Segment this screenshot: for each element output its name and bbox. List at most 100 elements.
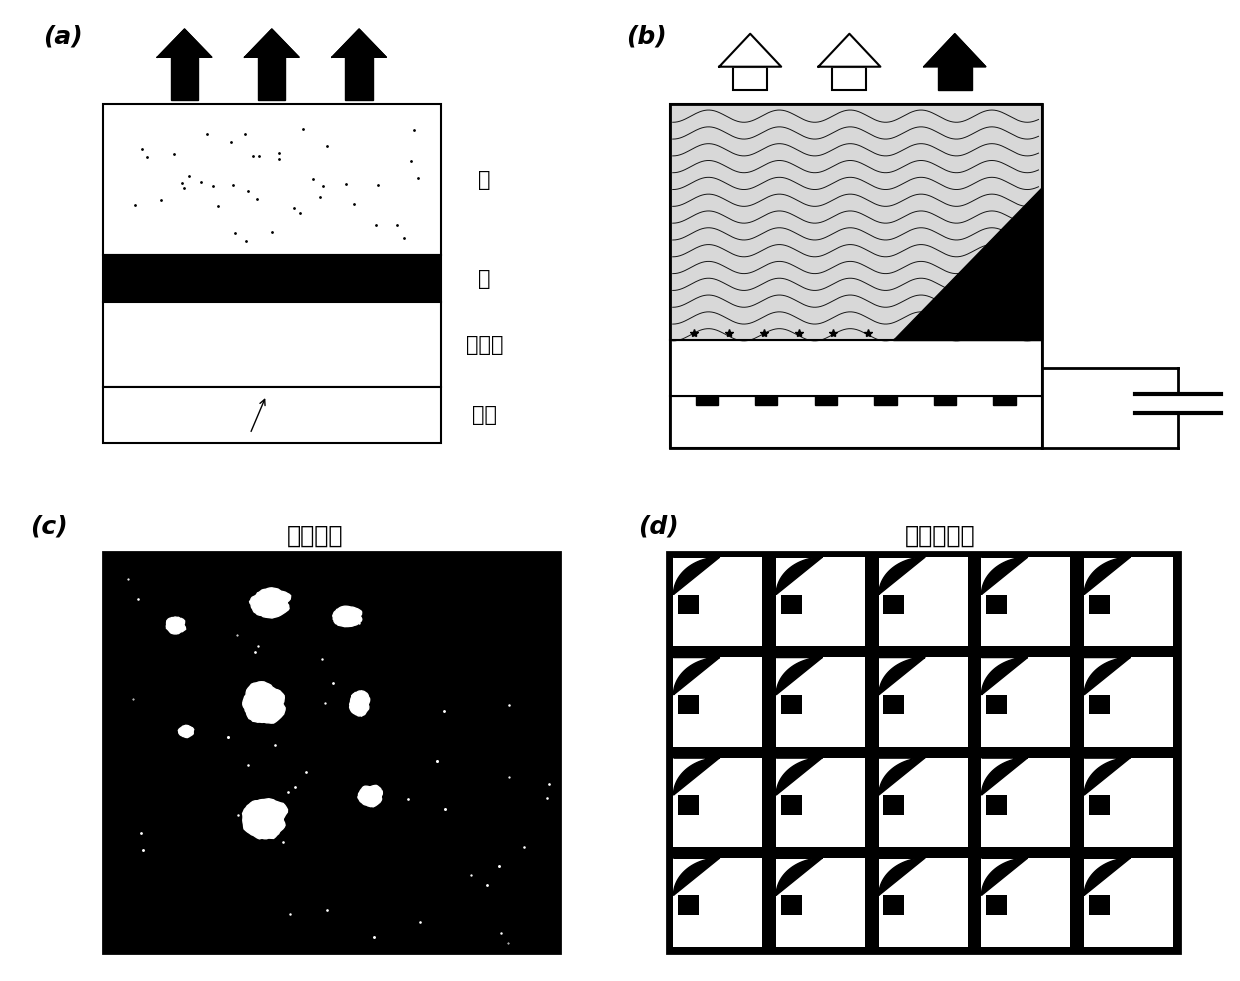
Polygon shape (673, 757, 719, 796)
Bar (776, 657, 866, 747)
Polygon shape (776, 757, 822, 796)
Bar (982, 557, 1070, 646)
Text: (d): (d) (639, 515, 678, 539)
Polygon shape (879, 858, 925, 896)
Polygon shape (1084, 757, 1131, 796)
Bar (879, 757, 967, 847)
Polygon shape (243, 682, 285, 723)
Bar (781, 695, 801, 714)
Bar (346, 57, 373, 100)
Polygon shape (818, 33, 880, 67)
Text: (b): (b) (626, 25, 667, 48)
Bar (883, 695, 904, 714)
Text: 绦缘体: 绦缘体 (466, 335, 503, 354)
Bar (1089, 594, 1110, 614)
Bar (781, 594, 801, 614)
Bar (874, 393, 897, 405)
Bar (986, 896, 1007, 915)
Bar (879, 557, 967, 646)
Bar (937, 67, 972, 90)
Bar (1084, 858, 1173, 948)
Text: (c): (c) (30, 515, 68, 539)
Bar (982, 757, 1070, 847)
Bar (986, 594, 1007, 614)
Bar (832, 67, 867, 90)
Bar (673, 858, 763, 948)
Bar (1089, 695, 1110, 714)
Polygon shape (893, 186, 1042, 339)
Polygon shape (776, 657, 822, 695)
Bar (934, 393, 956, 405)
Bar (670, 104, 1042, 339)
Polygon shape (179, 725, 193, 738)
Bar (883, 594, 904, 614)
Bar (678, 796, 699, 815)
Polygon shape (1084, 557, 1131, 594)
Polygon shape (879, 657, 925, 695)
Text: 水: 水 (479, 170, 491, 189)
Bar (667, 551, 1180, 953)
Polygon shape (332, 606, 362, 627)
Bar (1084, 657, 1173, 747)
Bar (879, 858, 967, 948)
Bar (1084, 757, 1173, 847)
Bar (1084, 557, 1173, 646)
Bar (673, 557, 763, 646)
Bar (678, 896, 699, 915)
Bar (673, 657, 763, 747)
Bar (1089, 896, 1110, 915)
Text: 油层被挤压: 油层被挤压 (905, 524, 976, 548)
Bar (678, 594, 699, 614)
Text: (a): (a) (42, 25, 82, 48)
Polygon shape (673, 657, 719, 695)
Text: 油: 油 (479, 269, 491, 288)
Bar (781, 796, 801, 815)
Bar (103, 551, 560, 953)
Bar (986, 796, 1007, 815)
Polygon shape (982, 557, 1028, 594)
Bar (103, 104, 441, 255)
Text: 电极: 电极 (472, 405, 497, 425)
Bar (815, 393, 837, 405)
Polygon shape (982, 757, 1028, 796)
Polygon shape (166, 617, 186, 634)
Bar (883, 796, 904, 815)
Bar (696, 393, 718, 405)
Bar (883, 896, 904, 915)
Bar (879, 657, 967, 747)
Bar (103, 387, 441, 443)
Text: 油层均匀: 油层均匀 (286, 524, 343, 548)
Polygon shape (350, 691, 370, 716)
Polygon shape (982, 858, 1028, 896)
Polygon shape (358, 786, 382, 806)
Bar (673, 757, 763, 847)
Polygon shape (673, 557, 719, 594)
Polygon shape (249, 588, 290, 618)
Bar (103, 255, 441, 302)
Bar (986, 695, 1007, 714)
Polygon shape (776, 858, 822, 896)
Bar (1089, 796, 1110, 815)
Polygon shape (879, 557, 925, 594)
Bar (670, 396, 1042, 448)
Polygon shape (243, 799, 288, 839)
Bar (776, 757, 866, 847)
Bar (171, 57, 198, 100)
Polygon shape (157, 29, 212, 57)
Polygon shape (673, 858, 719, 896)
Bar (258, 57, 285, 100)
Bar (781, 896, 801, 915)
Polygon shape (332, 29, 387, 57)
Bar (755, 393, 777, 405)
Polygon shape (982, 657, 1028, 695)
Polygon shape (924, 33, 986, 67)
Bar (982, 858, 1070, 948)
Polygon shape (719, 33, 781, 67)
Bar (678, 695, 699, 714)
Polygon shape (1084, 657, 1131, 695)
Polygon shape (776, 557, 822, 594)
Polygon shape (879, 757, 925, 796)
Bar (776, 557, 866, 646)
Bar (733, 67, 768, 90)
Bar (103, 302, 441, 387)
